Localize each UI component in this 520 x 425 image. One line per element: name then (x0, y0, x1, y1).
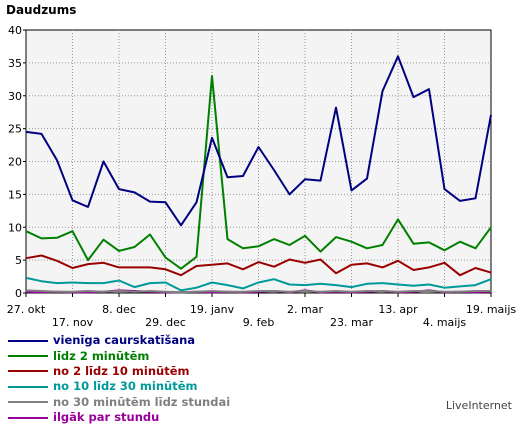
legend-swatch (8, 385, 48, 388)
y-tick-label: 25 (8, 123, 22, 136)
y-tick-label: 15 (8, 188, 22, 201)
x-tick-label: 2. mar (287, 303, 323, 316)
x-tick-label: 23. mar (330, 316, 373, 329)
series-line (25, 254, 492, 277)
y-tick-label: 35 (8, 57, 22, 70)
x-tick-label: 27. okt (7, 303, 46, 316)
x-tick-label: 19. janv (190, 303, 235, 316)
y-tick-label: 0 (15, 287, 22, 300)
line-chart: Daudzums 0 5 10 15 20 25 30 35 40 27. okt 17. nov… (6, 3, 517, 329)
legend-label: vienīga caurskatīšana (53, 333, 196, 348)
x-tick-label: 8. dec (102, 303, 136, 316)
y-tick-label: 20 (8, 156, 22, 169)
legend-label: no 10 līdz 30 minūtēm (53, 379, 198, 394)
legend-item: no 10 līdz 30 minūtēm (8, 379, 230, 394)
legend-swatch (8, 370, 48, 373)
x-tick-label: 29. dec (145, 316, 186, 329)
y-tick-label: 5 (15, 254, 22, 267)
legend-swatch (8, 339, 48, 342)
legend-swatch (8, 355, 48, 358)
legend-item: vienīga caurskatīšana (8, 333, 230, 348)
legend-item: līdz 2 minūtēm (8, 348, 230, 363)
legend-label: no 2 līdz 10 minūtēm (53, 363, 190, 378)
legend-swatch (8, 401, 48, 404)
brand-label: LiveInternet (445, 399, 512, 412)
series-line (25, 289, 491, 294)
chart-title: Daudzums (6, 3, 76, 17)
y-tick-label: 40 (8, 24, 22, 37)
x-tick-label: 13. apr (378, 303, 418, 316)
x-tick-label: 4. maijs (423, 316, 467, 329)
y-tick-label: 30 (8, 90, 22, 103)
legend: vienīga caurskatīšana līdz 2 minūtēm no 2 … (8, 333, 230, 425)
legend-item: ilgāk par stundu (8, 410, 230, 425)
x-tick-label: 19. maijs (466, 303, 517, 316)
x-tick-label: 9. feb (243, 316, 275, 329)
legend-item: no 2 līdz 10 minūtēm (8, 364, 230, 379)
legend-item: no 30 minūtēm līdz stundai (8, 395, 230, 410)
series-lines (25, 55, 492, 294)
series-line (25, 55, 492, 227)
series-line (25, 276, 492, 292)
legend-label: līdz 2 minūtēm (53, 348, 150, 363)
y-tick-label: 10 (8, 221, 22, 234)
series-line (25, 75, 492, 270)
y-axis: 0 5 10 15 20 25 30 35 40 (8, 24, 26, 300)
x-axis: 27. okt 17. nov 8. dec 29. dec 19. janv 9. fe… (7, 293, 517, 329)
legend-label: no 30 minūtēm līdz stundai (53, 394, 231, 409)
x-tick-label: 17. nov (52, 316, 94, 329)
